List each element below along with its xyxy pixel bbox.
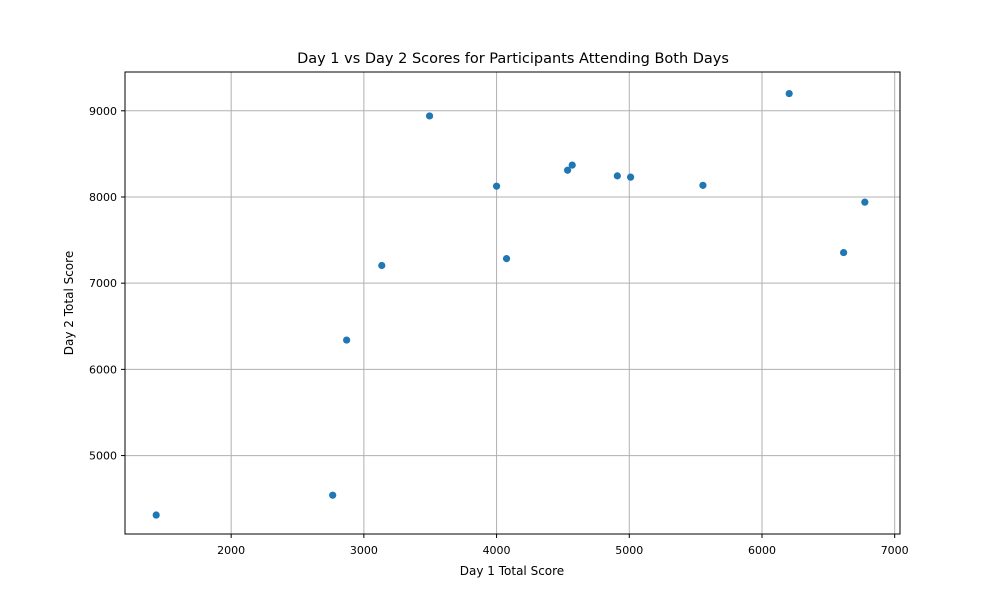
x-tick-label: 2000 <box>217 544 245 557</box>
data-point <box>343 336 351 344</box>
y-axis-ticks: 5000 6000 7000 8000 9000 <box>89 105 125 463</box>
data-point <box>568 161 576 169</box>
data-point <box>152 511 160 519</box>
data-point <box>627 173 635 181</box>
data-point <box>378 261 386 270</box>
x-axis-label: Day 1 Total Score <box>460 564 564 578</box>
data-point <box>502 255 511 263</box>
data-point <box>785 89 793 98</box>
x-tick-label: 5000 <box>615 544 643 557</box>
y-tick-label: 7000 <box>89 277 117 290</box>
x-axis-ticks: 2000 3000 4000 5000 6000 7000 <box>217 534 909 557</box>
chart-title: Day 1 vs Day 2 Scores for Participants A… <box>297 51 729 67</box>
x-tick-label: 7000 <box>881 544 909 557</box>
data-points <box>152 89 869 519</box>
x-tick-label: 6000 <box>748 544 776 557</box>
x-tick-label: 4000 <box>483 544 511 557</box>
y-tick-label: 9000 <box>89 105 117 118</box>
data-point <box>699 181 707 189</box>
plot-area-frame <box>124 71 901 535</box>
data-point <box>861 198 869 206</box>
data-point <box>329 491 337 499</box>
data-point <box>563 166 572 174</box>
data-point <box>613 172 621 180</box>
y-tick-label: 5000 <box>89 450 117 463</box>
y-tick-label: 8000 <box>89 191 117 204</box>
data-point <box>425 112 434 120</box>
data-point <box>840 248 848 257</box>
y-axis-label: Day 2 Total Score <box>62 251 76 355</box>
x-tick-label: 3000 <box>350 544 378 557</box>
data-point <box>492 182 501 190</box>
y-tick-label: 6000 <box>89 363 117 376</box>
grid <box>125 72 900 534</box>
